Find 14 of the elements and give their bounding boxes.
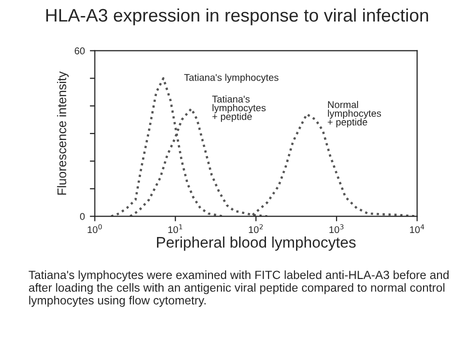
x-tick-label: 10$^{0}$	[88, 224, 102, 234]
y-tick-label: 0	[80, 213, 85, 220]
y-axis-title: Fluorescence intensity	[57, 71, 69, 195]
series-label: Tatiana's lymphocytes + peptide	[212, 95, 266, 122]
series-label: Normal lymphocytes + peptide	[328, 100, 382, 128]
x-tick-label: 10$^{1}$	[168, 224, 182, 234]
x-tick-label: 10$^{2}$	[248, 224, 263, 234]
text: Tatiana's lymphocytes were examined with FITC labeled anti-HLA-A3 before and after loading the cells with an antigenic viral peptide compared to normal control lymphocytes using flow cytometry.	[28, 270, 449, 307]
chart-title: HLA-A3 expression in response to viral infection	[46, 8, 428, 26]
series-label: Tatiana's lymphocytes	[184, 74, 278, 83]
x-tick-label: 10$^{3}$	[330, 224, 344, 234]
x-tick-label: 10$^{4}$	[410, 224, 424, 234]
x-axis-title: Peripheral blood lymphocytes	[157, 236, 356, 251]
y-tick-label: 60	[74, 47, 85, 54]
